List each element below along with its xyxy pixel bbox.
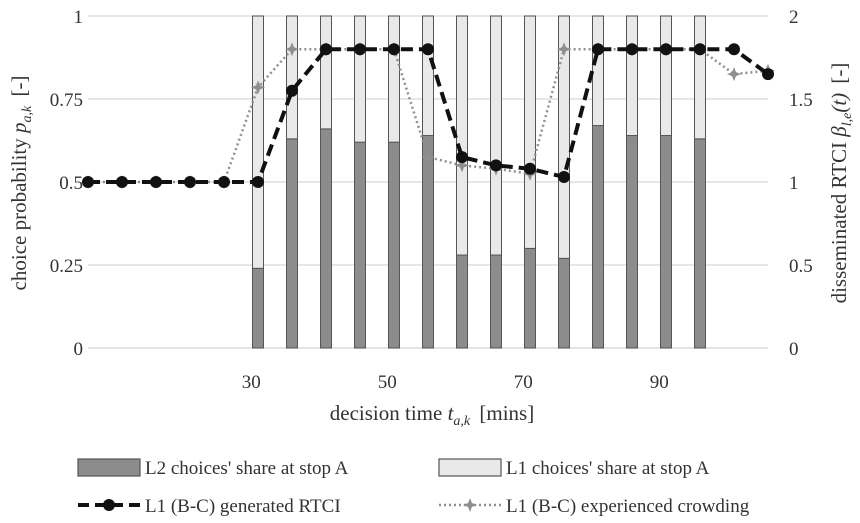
point-generated-rtci: [626, 43, 638, 56]
legend-swatch-l2-share: [77, 458, 141, 477]
legend-label-l2-share: L2 choices' share at stop A: [145, 458, 349, 479]
bar-l2-share: [422, 135, 434, 349]
bar-l1-share: [524, 15, 536, 249]
legend-item-generated-rtci: L1 (B-C) generated RTCI: [78, 496, 341, 517]
bar-l1-share: [252, 15, 264, 269]
point-generated-rtci: [422, 43, 434, 56]
bars: [252, 15, 706, 349]
bar-l2-share: [558, 257, 570, 349]
legend-label-l1-share: L1 choices' share at stop A: [506, 458, 710, 479]
bar-l2-share: [354, 141, 366, 349]
point-generated-rtci: [320, 43, 332, 56]
bar-l1-share: [286, 15, 298, 140]
y-axis-left-label: choice probability pa,k [-]: [7, 76, 36, 291]
point-generated-rtci: [184, 176, 196, 188]
point-generated-rtci: [354, 43, 366, 56]
point-experienced-crowding: [727, 67, 741, 82]
bar-l1-share: [354, 15, 366, 143]
bar-l2-share: [320, 128, 332, 349]
y-tick-label-right: 1.5: [789, 90, 813, 111]
point-generated-rtci: [82, 176, 94, 188]
legend-item-l2-share: L2 choices' share at stop A: [77, 458, 349, 479]
point-experienced-crowding: [421, 150, 435, 165]
legend-label-generated-rtci: L1 (B-C) generated RTCI: [145, 496, 341, 517]
legend-label-experienced-crowding: L1 (B-C) experienced crowding: [506, 496, 750, 517]
bar-l1-share: [592, 15, 604, 127]
point-experienced-crowding: [557, 42, 571, 57]
bar-l2-share: [456, 254, 468, 349]
bar-l1-share: [626, 15, 638, 137]
bar-l2-share: [252, 267, 264, 349]
point-generated-rtci: [490, 159, 502, 172]
x-tick-label: 70: [514, 372, 533, 393]
y-tick-label-left: 0.75: [50, 90, 83, 111]
bar-l1-share: [660, 15, 672, 137]
bar-l2-share: [660, 135, 672, 349]
bar-l1-share: [422, 15, 434, 137]
bar-l2-share: [626, 135, 638, 349]
y-tick-label-left: 1: [74, 7, 84, 28]
point-generated-rtci: [286, 84, 298, 97]
point-generated-rtci: [116, 176, 128, 188]
y-tick-label-right: 2: [789, 7, 799, 28]
bar-l1-share: [558, 15, 570, 259]
point-generated-rtci: [252, 176, 264, 188]
x-tick-label: 50: [378, 372, 397, 393]
point-generated-rtci: [218, 176, 230, 188]
lines: [81, 42, 775, 189]
bar-l2-share: [388, 141, 400, 349]
y-tick-label-right: 0.5: [789, 256, 813, 277]
point-experienced-crowding: [251, 80, 265, 95]
bar-l1-share: [694, 15, 706, 140]
y-tick-label-left: 0.5: [59, 173, 83, 194]
y-tick-label-right: 1: [789, 173, 799, 194]
bar-l1-share: [456, 15, 468, 256]
legend-swatch-l1-share: [438, 458, 502, 477]
point-generated-rtci: [388, 43, 400, 56]
point-generated-rtci: [558, 171, 570, 184]
x-tick-label: 90: [650, 372, 669, 393]
bar-l2-share: [490, 254, 502, 349]
legend: L2 choices' share at stop A L1 choices' …: [77, 458, 750, 517]
point-experienced-crowding: [285, 42, 299, 57]
bar-l2-share: [524, 247, 536, 349]
bar-l2-share: [592, 125, 604, 349]
point-generated-rtci: [592, 43, 604, 56]
y-axis-right-label: disseminated RTCI βl,e(t) [-]: [827, 63, 855, 304]
legend-marker-experienced-crowding: [463, 498, 477, 512]
bar-l2-share: [694, 138, 706, 349]
x-axis-label: decision time ta,k [mins]: [330, 401, 534, 430]
point-generated-rtci: [660, 43, 672, 56]
legend-marker-generated-rtci: [103, 499, 115, 511]
point-generated-rtci: [694, 43, 706, 56]
point-generated-rtci: [150, 176, 162, 188]
bar-l1-share: [320, 15, 332, 130]
legend-item-l1-share: L1 choices' share at stop A: [438, 458, 710, 479]
point-experienced-crowding: [455, 158, 469, 173]
bar-l1-share: [388, 15, 400, 143]
point-generated-rtci: [728, 43, 740, 56]
point-generated-rtci: [762, 68, 774, 81]
tick-labels: 0 0.25 0.5 0.75 1 0 0.5 1 1.5 2 30 50 70 90: [50, 7, 813, 393]
y-tick-label-left: 0.25: [50, 256, 83, 277]
point-generated-rtci: [456, 151, 468, 164]
bar-l2-share: [286, 138, 298, 349]
legend-item-experienced-crowding: L1 (B-C) experienced crowding: [439, 496, 750, 517]
point-generated-rtci: [524, 162, 536, 175]
y-tick-label-left: 0: [74, 339, 84, 360]
y-tick-label-right: 0: [789, 339, 799, 360]
bar-l1-share: [490, 15, 502, 256]
x-tick-label: 30: [242, 372, 261, 393]
